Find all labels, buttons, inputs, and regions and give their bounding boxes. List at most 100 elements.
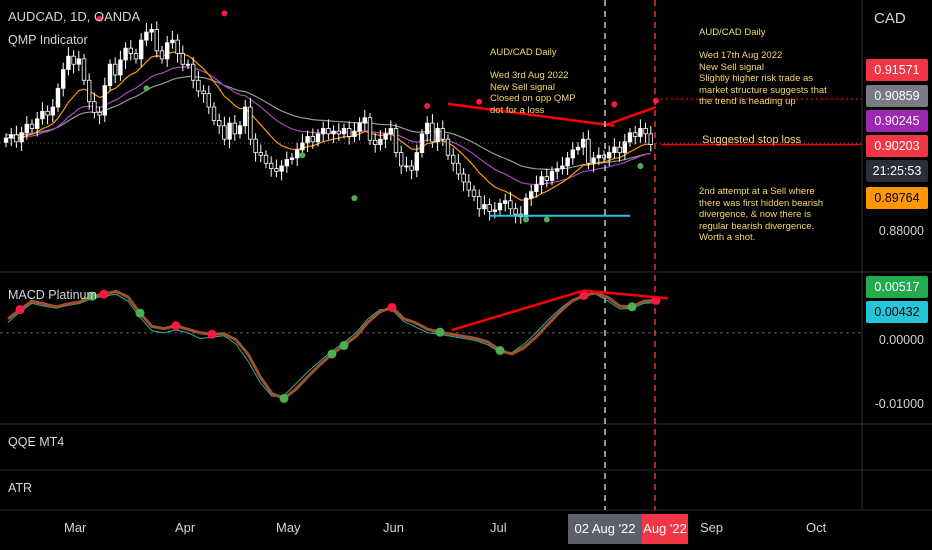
candle-body (92, 101, 97, 113)
candle-body (144, 31, 149, 41)
annotation-stop-loss: Suggested stop loss (702, 134, 802, 146)
candle-body (284, 159, 289, 167)
qmp-sell-dot (476, 98, 483, 105)
candle-body (320, 128, 326, 135)
candle-body (118, 59, 123, 76)
candle-body (268, 162, 274, 170)
candle-body (170, 39, 175, 44)
candle-body (305, 136, 310, 144)
candle-body (253, 138, 258, 153)
macd-signal-line (7, 293, 657, 397)
annotation-aug17: AUD/CAD Daily Wed 17th Aug 2022 New Sell… (699, 27, 827, 107)
candle-body (581, 138, 586, 148)
candle-body (430, 122, 435, 143)
macd-buy-dot (327, 349, 337, 359)
candle-body (123, 47, 128, 61)
macd-divergence-line-1 (451, 289, 585, 332)
candle-body (113, 63, 118, 76)
macd-divergence-line-2 (583, 289, 669, 300)
candle-body (164, 42, 170, 60)
currency-label: CAD (874, 10, 906, 27)
candle-body (591, 157, 596, 164)
price-badge-high: 0.91571 (866, 59, 928, 81)
candle-body (258, 152, 263, 156)
macd-pane-label: MACD Platinum (8, 288, 97, 302)
candle-body (133, 53, 139, 60)
qmp-sell-dot (221, 10, 228, 17)
candle-body (263, 154, 269, 164)
time-label-may: May (276, 520, 301, 535)
candle-body (185, 63, 191, 66)
candle-body (414, 152, 419, 171)
candle-body (40, 110, 45, 120)
candle-body (648, 133, 653, 145)
candle-body (227, 122, 232, 140)
candle-body (71, 55, 76, 65)
time-label-sep: Sep (700, 520, 724, 535)
qmp-buy-dot (299, 152, 306, 159)
candle-body (466, 181, 471, 191)
candle-body (237, 125, 243, 135)
price-divergence-line-2 (603, 105, 657, 127)
candle-body (513, 208, 518, 215)
candle-body (476, 196, 482, 210)
candle-body (627, 132, 633, 143)
candle-body (8, 134, 14, 139)
macd-axis-tick-neg: -0.01000 (874, 397, 924, 411)
signal-badge: 0.00432 (866, 301, 928, 323)
candle-body (331, 130, 336, 135)
candle-body (482, 204, 487, 210)
candle-body (274, 168, 279, 172)
qmp-sell-dot (611, 101, 618, 108)
macd-sell-dot (171, 321, 181, 331)
candle-body (138, 39, 144, 60)
qmp-buy-dot (543, 216, 550, 223)
candle-body (487, 204, 492, 212)
candle-body (35, 118, 40, 129)
candle-body (326, 128, 331, 135)
macd-buy-dot (279, 393, 289, 403)
candle-body (154, 29, 159, 52)
candle-body (159, 50, 165, 60)
candle-body (435, 128, 440, 143)
candle-body (544, 176, 549, 181)
candle-body (424, 122, 430, 135)
atr-pane-label: ATR (8, 481, 33, 495)
candle-body (87, 79, 92, 103)
candle-body (211, 106, 217, 121)
candle-body (539, 176, 544, 186)
candle-body (315, 133, 321, 143)
annotation-divergence: 2nd attempt at a Sell where there was fi… (699, 186, 824, 243)
candle-body (633, 132, 638, 137)
macd-badge: 0.00517 (866, 276, 928, 298)
candle-body (383, 133, 388, 140)
price-badge-ma-purple: 0.90245 (866, 110, 928, 132)
candle-body (440, 128, 445, 140)
candle-body (445, 138, 451, 156)
qmp-buy-dot (143, 85, 150, 92)
candle-body (596, 154, 601, 159)
candle-body (549, 170, 555, 181)
qmp-buy-dot (523, 216, 529, 223)
candle-body (55, 87, 61, 108)
candle-body (586, 138, 591, 164)
candle-body (367, 117, 373, 141)
time-cursor-2: Aug '22 (642, 514, 688, 544)
candle-body (300, 142, 305, 151)
ma-orange-line (5, 51, 651, 201)
candle-body (534, 184, 539, 193)
candle-body (242, 106, 248, 127)
candle-body (294, 149, 300, 159)
qmp-sell-dot (96, 15, 103, 22)
candle-body (607, 152, 612, 159)
candle-body (529, 191, 534, 199)
price-badge-ma-orange: 0.89764 (866, 187, 928, 209)
qmp-buy-dot (637, 162, 644, 169)
time-label-apr: Apr (175, 520, 196, 535)
candle-body (97, 112, 102, 116)
candle-body (560, 165, 565, 170)
candle-body (393, 128, 399, 153)
candle-body (14, 134, 19, 143)
candle-body (190, 63, 196, 81)
